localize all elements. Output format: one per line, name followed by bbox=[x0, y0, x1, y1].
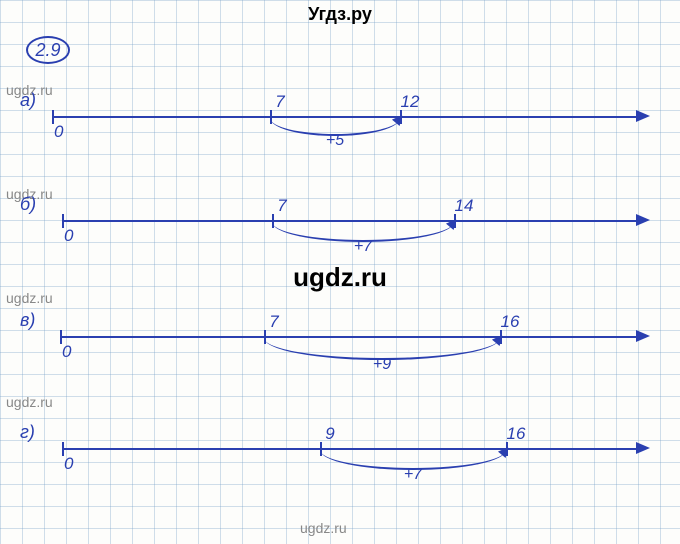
arrowhead-icon bbox=[636, 442, 650, 454]
tick-label: 7 bbox=[277, 196, 286, 216]
part-label: г) bbox=[20, 422, 35, 443]
arrowhead-icon bbox=[636, 214, 650, 226]
tick-label: 12 bbox=[401, 92, 420, 112]
part-label: б) bbox=[20, 194, 36, 215]
number-line-group: а) 0 7 12 +5 bbox=[0, 84, 680, 174]
tick-label-zero: 0 bbox=[62, 342, 71, 362]
watermark: ugdz.ru bbox=[6, 394, 53, 410]
arc-label: +7 bbox=[404, 466, 422, 484]
tick-label: 16 bbox=[507, 424, 526, 444]
tick-label: 14 bbox=[455, 196, 474, 216]
tick-label-zero: 0 bbox=[54, 122, 63, 142]
tick-label: 7 bbox=[269, 312, 278, 332]
tick-label: 7 bbox=[275, 92, 284, 112]
tick-label: 9 bbox=[325, 424, 334, 444]
number-line-group: в) 0 7 16 +9 bbox=[0, 304, 680, 394]
arrowhead-icon bbox=[636, 330, 650, 342]
arc-label: +9 bbox=[373, 356, 391, 374]
arrowhead-icon bbox=[636, 110, 650, 122]
number-line-group: б) 0 7 14 +7 bbox=[0, 188, 680, 278]
arc-label: +7 bbox=[354, 238, 372, 256]
tick-label: 16 bbox=[501, 312, 520, 332]
page-header: Угдз.ру bbox=[0, 4, 680, 25]
tick-label-zero: 0 bbox=[64, 454, 73, 474]
number-line-group: г) 0 9 16 +7 bbox=[0, 416, 680, 506]
arc-label: +5 bbox=[326, 132, 344, 150]
part-label: в) bbox=[20, 310, 35, 331]
tick-label-zero: 0 bbox=[64, 226, 73, 246]
problem-number: 2.9 bbox=[26, 36, 70, 64]
watermark: ugdz.ru bbox=[300, 520, 347, 536]
part-label: а) bbox=[20, 90, 36, 111]
